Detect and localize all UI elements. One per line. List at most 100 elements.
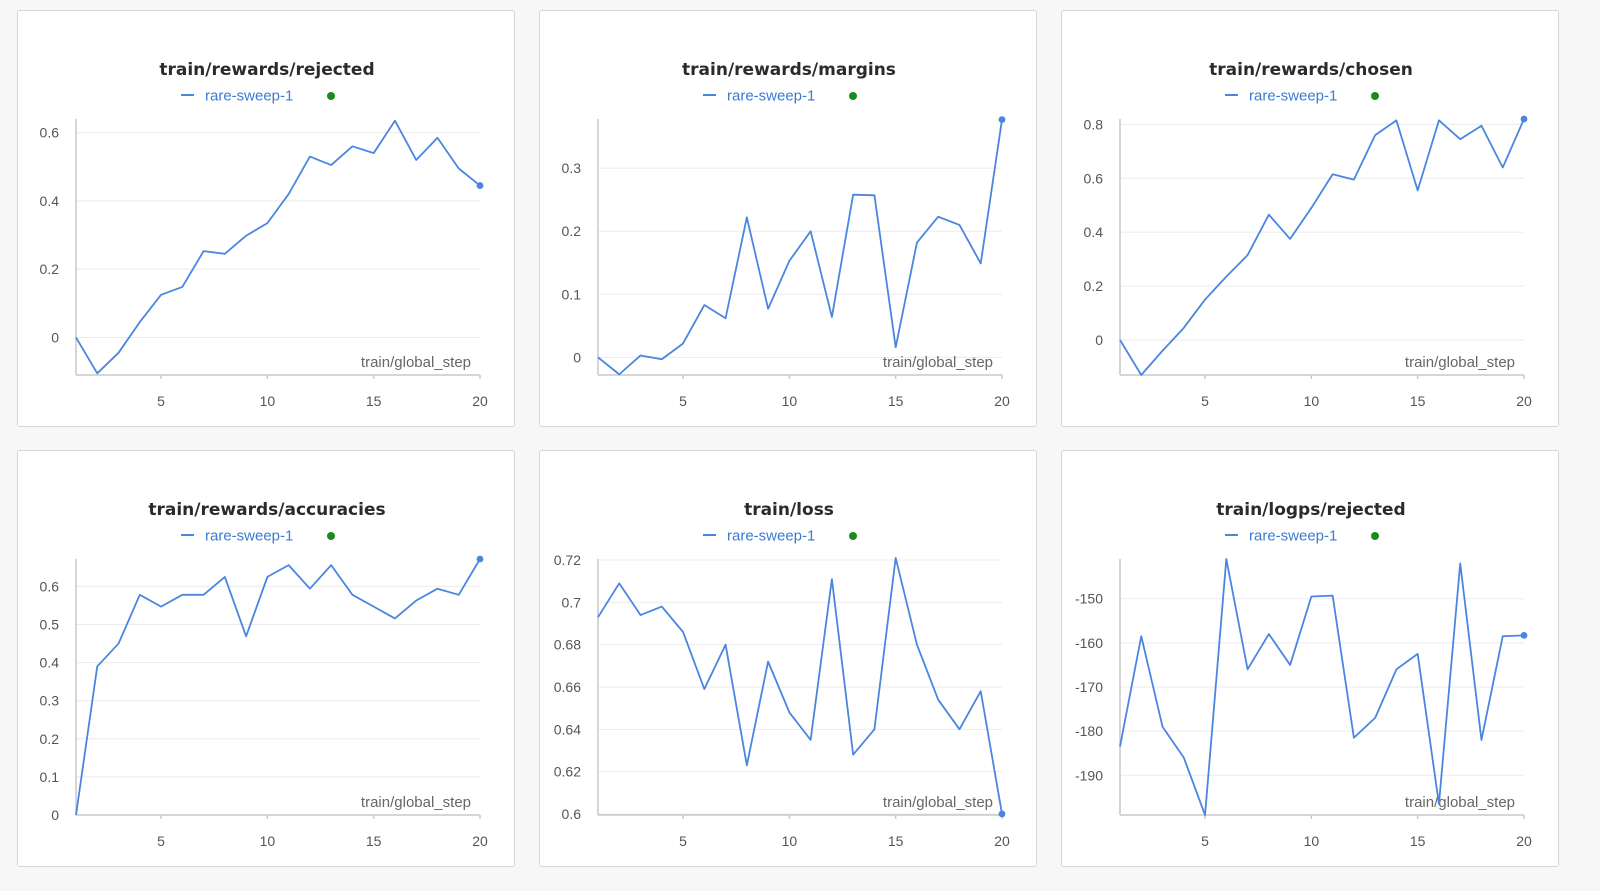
y-tick-label: -150 [1075, 591, 1103, 607]
y-tick-label: 0.6 [562, 806, 582, 822]
x-tick-label: 20 [472, 393, 488, 409]
x-tick-label: 20 [1516, 393, 1532, 409]
y-tick-label: 0.64 [554, 721, 581, 737]
x-axis-label: train/global_step [883, 354, 993, 371]
y-tick-label: 0.3 [562, 160, 582, 176]
x-tick-label: 15 [888, 833, 904, 849]
run-status-dot [327, 92, 335, 100]
chart-title: train/logps/rejected [1216, 500, 1405, 520]
y-tick-label: 0.6 [1084, 170, 1104, 186]
x-tick-label: 15 [366, 393, 382, 409]
chart-panel[interactable]: train/rewards/accuracies rare-sweep-1 0 0.1… [17, 450, 515, 867]
chart-panel[interactable]: train/rewards/margins rare-sweep-1 0 0.1 0.2… [539, 10, 1037, 427]
y-tick-label: 0.6 [40, 578, 60, 594]
run-status-dot [327, 532, 335, 540]
y-tick-label: 0.7 [562, 594, 582, 610]
y-tick-label: 0.2 [40, 261, 60, 277]
series-endpoint[interactable] [1520, 631, 1528, 639]
y-tick-label: 0.6 [40, 125, 60, 141]
y-tick-label: -190 [1075, 767, 1103, 783]
legend-label: rare-sweep-1 [727, 528, 815, 545]
x-tick-label: 5 [679, 393, 687, 409]
x-tick-label: 15 [1410, 833, 1426, 849]
x-tick-label: 10 [260, 393, 276, 409]
y-tick-label: 0.62 [554, 764, 581, 780]
y-tick-label: 0.1 [562, 286, 582, 302]
chart-panel[interactable]: train/logps/rejected rare-sweep-1 -190 -180… [1061, 450, 1559, 867]
chart-panel[interactable]: train/rewards/rejected rare-sweep-1 0 0.2 0.… [17, 10, 515, 427]
y-tick-label: 0.1 [40, 769, 60, 785]
legend[interactable]: rare-sweep-1 [1225, 528, 1379, 545]
y-tick-label: 0 [573, 349, 581, 365]
legend-label: rare-sweep-1 [727, 88, 815, 105]
series-line[interactable] [1119, 118, 1525, 376]
legend[interactable]: rare-sweep-1 [1225, 88, 1379, 105]
chart-panel[interactable]: train/loss rare-sweep-1 0.6 0.62 0.64 0.66 0.6… [539, 450, 1037, 867]
chart-title: train/rewards/chosen [1209, 60, 1413, 80]
y-tick-label: 0.2 [562, 223, 582, 239]
x-axis-label: train/global_step [1405, 794, 1515, 811]
line-chart: train/rewards/chosen rare-sweep-1 0 0.2 0.4 0… [1084, 60, 1532, 409]
y-tick-label: 0.72 [554, 552, 581, 568]
x-tick-label: 5 [1201, 393, 1209, 409]
x-axis-label: train/global_step [1405, 354, 1515, 371]
series-endpoint[interactable] [476, 555, 484, 563]
series-endpoint[interactable] [998, 810, 1006, 818]
legend[interactable]: rare-sweep-1 [703, 88, 857, 105]
x-tick-label: 10 [782, 833, 798, 849]
x-axis-label: train/global_step [361, 354, 471, 371]
run-status-dot [849, 532, 857, 540]
legend-label: rare-sweep-1 [205, 88, 293, 105]
series-line[interactable] [597, 119, 1003, 376]
chart-title: train/rewards/margins [682, 60, 896, 80]
x-tick-label: 15 [888, 393, 904, 409]
x-tick-label: 10 [260, 833, 276, 849]
x-tick-label: 20 [472, 833, 488, 849]
y-tick-label: 0.2 [40, 731, 60, 747]
series-line[interactable] [597, 557, 1003, 815]
series-line[interactable] [1119, 558, 1525, 816]
run-status-dot [1371, 92, 1379, 100]
x-tick-label: 15 [366, 833, 382, 849]
y-tick-label: 0.2 [1084, 278, 1104, 294]
run-status-dot [1371, 532, 1379, 540]
series-endpoint[interactable] [1520, 115, 1528, 123]
legend[interactable]: rare-sweep-1 [181, 528, 335, 545]
chart-panel[interactable]: train/rewards/chosen rare-sweep-1 0 0.2 0.4 0… [1061, 10, 1559, 427]
y-tick-label: 0 [51, 329, 59, 345]
legend[interactable]: rare-sweep-1 [703, 528, 857, 545]
run-status-dot [849, 92, 857, 100]
series-line[interactable] [75, 119, 481, 375]
chart-title: train/rewards/rejected [159, 60, 374, 80]
y-tick-label: 0.8 [1084, 116, 1104, 132]
legend-label: rare-sweep-1 [1249, 88, 1337, 105]
y-tick-label: 0 [1095, 332, 1103, 348]
y-tick-label: -160 [1075, 635, 1103, 651]
x-axis-label: train/global_step [883, 794, 993, 811]
x-tick-label: 5 [679, 833, 687, 849]
y-tick-label: 0.3 [40, 693, 60, 709]
y-tick-label: 0.68 [554, 637, 581, 653]
x-tick-label: 20 [994, 393, 1010, 409]
legend-label: rare-sweep-1 [1249, 528, 1337, 545]
line-chart: train/rewards/rejected rare-sweep-1 0 0.2 0.… [40, 60, 488, 409]
line-chart: train/rewards/accuracies rare-sweep-1 0 0.1… [40, 500, 488, 849]
y-tick-label: 0.5 [40, 617, 60, 633]
x-tick-label: 5 [1201, 833, 1209, 849]
x-tick-label: 20 [1516, 833, 1532, 849]
series-line[interactable] [75, 558, 481, 816]
legend-label: rare-sweep-1 [205, 528, 293, 545]
series-endpoint[interactable] [476, 182, 484, 189]
y-tick-label: 0 [51, 807, 59, 823]
x-tick-label: 10 [1304, 833, 1320, 849]
series-endpoint[interactable] [998, 116, 1006, 124]
x-axis-label: train/global_step [361, 794, 471, 811]
x-tick-label: 20 [994, 833, 1010, 849]
x-tick-label: 5 [157, 833, 165, 849]
chart-title: train/rewards/accuracies [148, 500, 385, 520]
legend[interactable]: rare-sweep-1 [181, 88, 335, 105]
x-tick-label: 10 [782, 393, 798, 409]
y-tick-label: -170 [1075, 679, 1103, 695]
y-tick-label: -180 [1075, 723, 1103, 739]
